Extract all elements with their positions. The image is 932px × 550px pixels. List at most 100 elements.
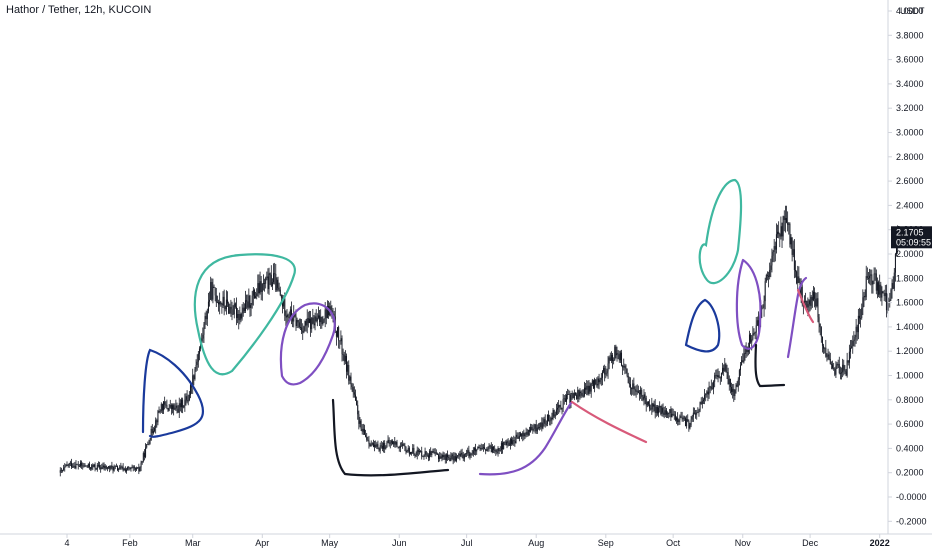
candle-body: [845, 371, 847, 376]
candle-body: [472, 450, 474, 454]
candle-body: [828, 354, 830, 359]
candle-body: [223, 296, 225, 306]
candle-body: [66, 464, 68, 466]
candle-body: [409, 452, 411, 455]
candle-body: [120, 466, 122, 468]
candle-body: [121, 466, 123, 468]
candle-body: [244, 300, 246, 311]
candle-body: [524, 434, 526, 437]
candle-body: [600, 377, 602, 380]
candle-body: [678, 419, 680, 422]
candle-body: [577, 390, 579, 399]
candle-body: [219, 301, 221, 305]
candle-body: [354, 394, 356, 401]
candle-body: [662, 407, 664, 413]
candle-body: [299, 327, 301, 328]
price-tick-label: -0.0000: [896, 492, 927, 502]
candle-body: [857, 315, 859, 333]
candle-body: [114, 466, 116, 468]
candle-body: [368, 440, 370, 444]
candle-body: [669, 409, 671, 414]
candle-body: [466, 453, 468, 455]
price-tick-label: 1.4000: [896, 322, 924, 332]
candle-body: [586, 385, 588, 390]
candle-body: [837, 364, 839, 365]
candle-body: [105, 465, 107, 469]
candle-body: [515, 434, 517, 444]
candle-body: [280, 295, 282, 298]
candle-body: [618, 354, 620, 361]
candle-body: [780, 226, 782, 237]
candle-body: [129, 467, 131, 469]
candle-body: [640, 389, 642, 395]
candle-body: [679, 416, 681, 420]
price-tick-label: -0.2000: [896, 516, 927, 526]
candle-body: [276, 279, 278, 291]
candle-body: [81, 462, 83, 466]
price-tick-label: 0.4000: [896, 443, 924, 453]
candle-body: [234, 303, 236, 307]
candle-body: [599, 379, 601, 383]
candle-body: [182, 399, 184, 408]
symbol-title[interactable]: Hathor / Tether, 12h, KUCOIN: [6, 4, 152, 16]
candle-body: [552, 410, 554, 420]
candle-body: [431, 451, 433, 455]
candle-body: [576, 394, 578, 399]
candle-body: [745, 346, 747, 354]
candle-body: [77, 464, 79, 466]
candle-body: [307, 318, 309, 324]
candle-body: [399, 446, 401, 449]
candle-body: [475, 448, 477, 452]
candle-body: [654, 404, 656, 413]
candle-body: [445, 454, 447, 461]
candle-body: [386, 442, 388, 448]
candle-body: [811, 296, 813, 301]
candle-body: [560, 406, 562, 410]
candle-body: [423, 455, 425, 457]
candle-body: [83, 465, 85, 467]
candle-body: [656, 406, 658, 414]
candle-body: [426, 454, 428, 456]
price-axis[interactable]: 4.0000 3.8000 3.6000 3.4000 3.2000 3.0000 2.80…: [888, 6, 927, 526]
candle-body: [724, 364, 726, 371]
candle-body: [418, 451, 420, 453]
candle-body: [340, 338, 342, 342]
candle-body: [385, 447, 387, 449]
candle-body: [544, 419, 546, 424]
candle-body: [661, 407, 663, 414]
candle-body: [742, 360, 744, 363]
candle-body: [151, 428, 153, 433]
candle-body: [317, 315, 319, 318]
candle-body: [765, 275, 767, 282]
candle-body: [853, 339, 855, 341]
candle-body: [690, 419, 692, 426]
candle-body: [296, 319, 298, 327]
candle-body: [174, 407, 176, 410]
candle-body: [710, 386, 712, 389]
candle-body: [256, 293, 258, 296]
time-axis[interactable]: 4FebMarAprMayJunJulAugSepOctNovDec2022Fe…: [64, 534, 932, 548]
candle-body: [720, 372, 722, 379]
candle-body: [810, 296, 812, 306]
candle-body: [429, 451, 431, 458]
candle-body: [145, 447, 147, 457]
candle-body: [388, 439, 390, 444]
candle-body: [825, 347, 827, 357]
candle-body: [503, 441, 505, 449]
candle-body: [800, 286, 802, 295]
candle-body: [488, 445, 490, 449]
candle-body: [261, 283, 263, 292]
candle-body: [597, 378, 599, 386]
candle-body: [718, 375, 720, 378]
candle-body: [766, 275, 768, 276]
candle-body: [117, 466, 119, 471]
candle-body: [594, 379, 596, 389]
candle-body: [498, 448, 500, 451]
candle-body: [342, 354, 344, 355]
hand-drawing-pink: [796, 288, 815, 324]
candle-body: [691, 416, 693, 420]
candle-body: [884, 293, 886, 297]
candle-body: [506, 441, 508, 446]
candle-body: [393, 441, 395, 445]
